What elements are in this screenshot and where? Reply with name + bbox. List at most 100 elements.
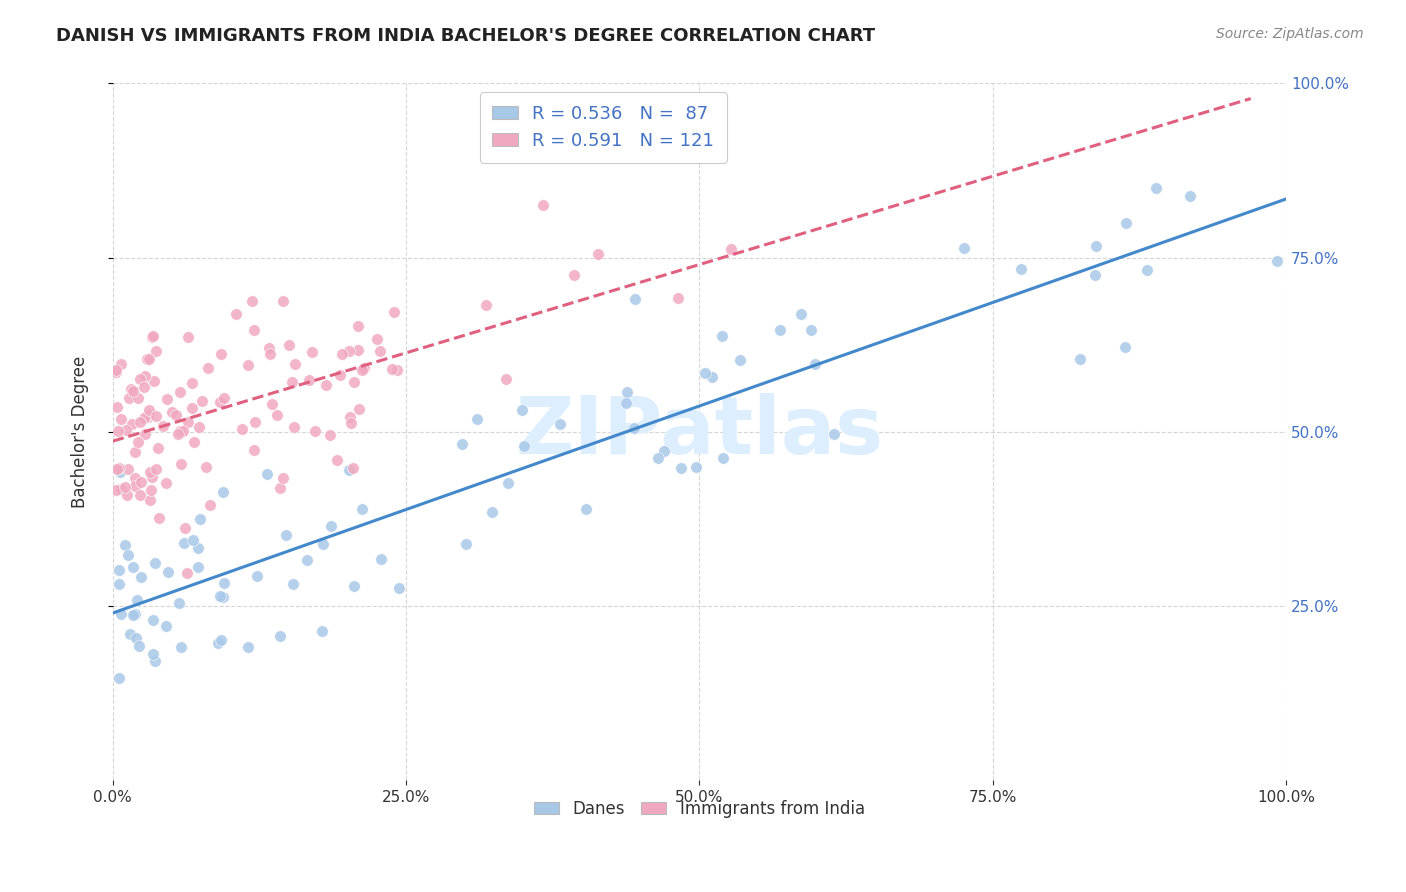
Point [277,338,299,352]
Point [349,401,371,416]
Point [139,465,162,479]
Point [586,247,609,261]
Point [117,391,139,405]
Point [671,460,693,475]
Point [124,470,146,484]
Point [145,343,167,358]
Point [132,411,155,425]
Point [352,363,374,377]
Point [388,581,411,595]
Point [138,403,160,417]
Point [155,619,177,633]
Point [121,384,143,399]
Point [209,346,232,360]
Point [173,536,195,550]
Point [339,409,361,424]
Point [382,305,405,319]
Point [243,442,266,457]
Point [105,363,128,377]
Point [136,409,159,424]
Point [148,441,170,455]
Y-axis label: Bachelor's Degree: Bachelor's Degree [72,356,89,508]
Point [283,419,305,434]
Point [208,589,231,603]
Point [284,357,307,371]
Point [105,400,128,414]
Point [340,417,363,431]
Point [1178,189,1201,203]
Point [129,475,152,490]
Point [121,417,143,431]
Point [269,629,291,643]
Point [260,397,283,411]
Point [105,462,128,476]
Point [142,613,165,627]
Point [211,590,233,604]
Point [481,505,503,519]
Point [181,376,204,390]
Point [240,294,263,309]
Point [1084,238,1107,252]
Point [295,553,318,567]
Point [187,541,209,555]
Point [139,493,162,508]
Point [169,385,191,400]
Point [110,482,132,496]
Text: ZIPatlas: ZIPatlas [515,392,883,471]
Point [197,360,219,375]
Point [728,353,751,368]
Point [347,343,370,357]
Point [145,409,167,423]
Point [281,375,304,389]
Point [343,375,366,389]
Point [107,424,129,438]
Point [256,467,278,481]
Point [212,485,235,500]
Point [128,640,150,654]
Point [510,403,533,417]
Point [127,391,149,405]
Point [330,347,353,361]
Point [142,648,165,662]
Point [160,405,183,419]
Point [800,322,823,336]
Point [134,368,156,383]
Point [166,426,188,441]
Point [124,607,146,621]
Point [271,471,294,485]
Point [110,357,132,371]
Point [257,341,280,355]
Point [381,362,404,376]
Point [266,408,288,422]
Point [454,537,477,551]
Point [127,434,149,449]
Point [790,307,813,321]
Point [152,418,174,433]
Point [155,476,177,491]
Point [513,439,536,453]
Point [304,424,326,438]
Point [174,521,197,535]
Point [666,291,689,305]
Point [110,412,132,426]
Point [614,396,637,410]
Point [200,499,222,513]
Point [225,306,247,320]
Point [145,462,167,476]
Point [1084,268,1107,282]
Point [121,607,143,622]
Point [115,424,138,438]
Point [183,434,205,449]
Point [342,460,364,475]
Point [298,373,321,387]
Point [169,424,191,438]
Point [145,556,167,570]
Point [475,298,498,312]
Point [647,451,669,466]
Point [623,293,645,307]
Point [124,445,146,459]
Point [110,607,132,622]
Text: DANISH VS IMMIGRANTS FROM INDIA BACHELOR'S DEGREE CORRELATION CHART: DANISH VS IMMIGRANTS FROM INDIA BACHELOR… [56,27,876,45]
Point [177,330,200,344]
Point [1069,351,1091,366]
